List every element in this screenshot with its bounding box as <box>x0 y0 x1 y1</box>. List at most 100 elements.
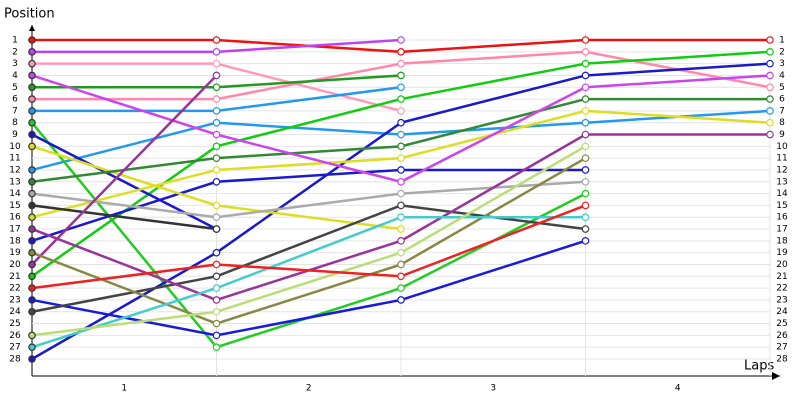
position-marker <box>397 201 405 210</box>
y-tick-label: 1 <box>12 36 18 46</box>
y-tick-label: 22 <box>9 284 20 294</box>
position-marker <box>581 154 590 162</box>
position-marker <box>397 213 405 222</box>
position-marker <box>212 36 221 44</box>
x-tick-label: 2 <box>306 384 312 394</box>
y-tick-label-right: 19 <box>776 248 788 258</box>
series-line <box>31 74 218 266</box>
y-tick-label-right: 26 <box>776 331 788 341</box>
y-tick-label: 8 <box>12 118 18 128</box>
position-marker <box>581 166 590 174</box>
y-tick-label: 25 <box>9 319 20 329</box>
position-marker <box>581 107 590 115</box>
position-marker <box>28 213 36 222</box>
y-tick-label: 10 <box>9 142 21 152</box>
y-tick-label: 2 <box>12 47 18 57</box>
position-marker <box>397 48 405 56</box>
x-tick-label: 1 <box>121 384 127 394</box>
y-tick-label: 24 <box>9 307 21 317</box>
position-marker <box>212 213 221 222</box>
y-tick-label: 9 <box>12 130 18 140</box>
series-line <box>31 145 587 337</box>
position-marker <box>212 201 221 210</box>
position-marker <box>397 296 405 304</box>
y-tick-label: 11 <box>9 154 20 164</box>
position-marker <box>28 260 36 269</box>
y-tick-label-right: 18 <box>776 236 788 246</box>
series-line <box>31 204 586 290</box>
position-marker <box>581 213 590 222</box>
position-marker <box>766 48 774 56</box>
position-marker <box>28 201 36 210</box>
y-tick-label-right: 2 <box>779 47 785 57</box>
position-marker <box>581 237 590 245</box>
y-tick-label: 26 <box>9 331 21 341</box>
position-marker <box>28 118 36 127</box>
position-marker <box>397 177 405 186</box>
position-marker <box>28 59 36 68</box>
position-marker <box>212 260 221 269</box>
position-marker <box>212 343 221 351</box>
position-marker <box>212 248 221 257</box>
y-tick-label-right: 20 <box>776 260 788 270</box>
position-marker <box>397 71 405 80</box>
position-marker <box>397 248 405 257</box>
position-marker <box>212 154 221 162</box>
position-marker <box>397 237 405 245</box>
position-marker <box>212 272 221 281</box>
position-marker <box>212 107 221 115</box>
position-marker <box>397 284 405 292</box>
position-marker <box>766 118 774 127</box>
position-marker <box>766 83 774 92</box>
position-marker <box>212 331 221 340</box>
position-marker <box>28 142 36 151</box>
position-marker <box>212 225 221 233</box>
position-marker <box>766 107 774 115</box>
position-marker <box>212 71 221 80</box>
x-axis-label: Laps <box>744 359 774 374</box>
position-marker <box>397 225 405 233</box>
position-marker <box>28 36 36 44</box>
position-marker <box>28 189 36 198</box>
y-tick-label: 28 <box>9 355 21 365</box>
y-tick-label-right: 8 <box>779 118 785 128</box>
y-tick-label-right: 24 <box>776 307 788 317</box>
position-marker <box>212 319 221 328</box>
position-marker <box>766 95 774 103</box>
series-line <box>31 121 587 349</box>
y-tick-label: 13 <box>9 177 20 187</box>
position-marker <box>28 248 36 257</box>
position-marker <box>397 83 405 92</box>
position-marker <box>397 260 405 269</box>
position-marker <box>28 355 36 363</box>
y-tick-label: 6 <box>12 95 18 105</box>
position-marker <box>212 284 221 292</box>
position-marker <box>397 118 405 127</box>
position-marker <box>28 166 36 174</box>
y-tick-label-right: 1 <box>779 36 785 46</box>
position-marker <box>28 272 36 281</box>
position-marker <box>212 83 221 92</box>
series-line <box>31 157 587 325</box>
position-marker <box>28 107 36 115</box>
position-marker <box>581 59 590 68</box>
position-marker <box>397 166 405 174</box>
position-marker <box>581 142 590 151</box>
y-tick-label: 18 <box>9 236 21 246</box>
position-marker <box>581 36 590 44</box>
y-tick-label: 3 <box>12 59 18 69</box>
y-tick-label-right: 27 <box>776 343 787 353</box>
position-marker <box>212 95 221 103</box>
position-marker <box>212 307 221 316</box>
y-tick-label: 20 <box>9 260 21 270</box>
position-marker <box>28 296 36 304</box>
position-marker <box>212 177 221 186</box>
y-tick-label: 4 <box>12 71 18 81</box>
position-marker <box>581 189 590 198</box>
y-tick-label: 12 <box>9 165 20 175</box>
y-tick-label-right: 16 <box>776 213 788 223</box>
y-tick-label: 16 <box>9 213 21 223</box>
position-marker <box>581 48 590 56</box>
series-line <box>31 204 586 313</box>
position-marker <box>397 130 405 139</box>
